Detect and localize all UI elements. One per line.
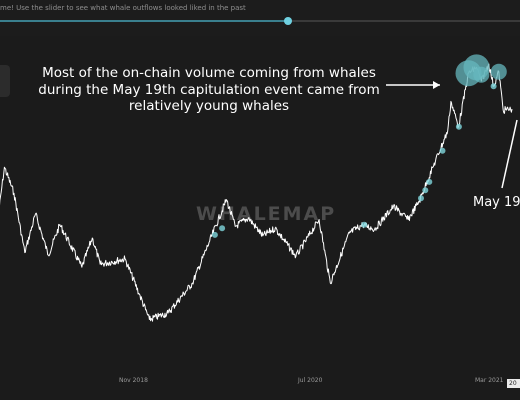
x-axis-hover-badge: 20	[507, 379, 520, 388]
whale-outflow-bubble	[490, 83, 497, 90]
x-tick-label: Jul 2020	[298, 377, 323, 384]
whale-outflow-bubble	[219, 225, 226, 232]
top-bar: me! Use the slider to see what whale out…	[0, 0, 520, 36]
slider-track[interactable]	[288, 20, 520, 22]
whale-outflow-bubble	[418, 195, 424, 202]
whale-outflow-bubble	[455, 123, 462, 130]
annotation-line: during the May 19th capitulation event c…	[38, 81, 380, 98]
slider-track-filled[interactable]	[0, 20, 288, 22]
whalemap-watermark: WHALEMAP	[196, 203, 337, 225]
x-tick-label: Nov 2018	[119, 377, 148, 384]
side-panel-button[interactable]	[0, 65, 10, 97]
annotation-text: Most of the on-chain volume coming from …	[38, 65, 380, 115]
may-19-label: May 19t	[473, 195, 520, 210]
whale-outflow-bubble	[439, 147, 446, 154]
whale-outflow-bubble	[490, 63, 507, 80]
whale-outflow-bubble	[473, 66, 490, 83]
whale-outflow-bubble	[361, 221, 368, 228]
x-tick-label: Mar 2021	[475, 377, 504, 384]
annotation-line: relatively young whales	[128, 98, 290, 114]
slider-hint-text: me! Use the slider to see what whale out…	[0, 4, 246, 12]
annotation-line: Most of the on-chain volume coming from …	[42, 65, 376, 81]
annotation-arrowhead	[433, 81, 440, 89]
time-slider-thumb[interactable]	[284, 17, 292, 25]
whale-outflow-bubble	[211, 231, 218, 238]
chart-panel	[0, 36, 520, 400]
whale-outflow-bubble	[422, 187, 429, 194]
whale-outflow-bubble	[426, 178, 433, 185]
may-arrow	[501, 119, 518, 189]
